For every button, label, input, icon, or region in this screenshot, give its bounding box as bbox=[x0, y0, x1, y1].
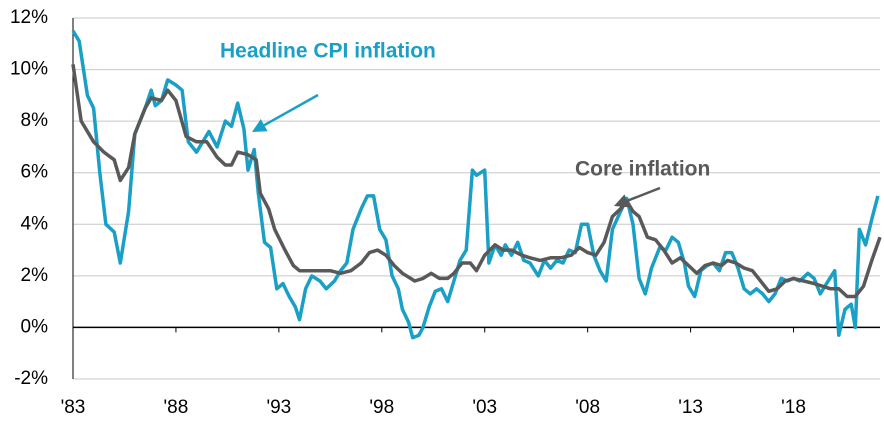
y-tick-label: 2% bbox=[21, 265, 49, 286]
series-line bbox=[71, 29, 880, 340]
y-tick-label: 6% bbox=[21, 162, 49, 183]
x-tick-label: '88 bbox=[164, 397, 189, 418]
y-tick-label: 4% bbox=[21, 213, 49, 234]
x-tick-label: '08 bbox=[575, 397, 600, 418]
y-tick-label: 10% bbox=[10, 59, 48, 80]
series-label: Headline CPI inflation bbox=[220, 40, 436, 63]
x-tick-label: '98 bbox=[369, 397, 394, 418]
arrow-head bbox=[252, 119, 268, 132]
arrow-shaft bbox=[263, 93, 319, 127]
series-label: Core inflation bbox=[575, 158, 710, 181]
series-line bbox=[71, 64, 882, 299]
arrow-shaft bbox=[626, 186, 661, 203]
x-tick-label: '18 bbox=[781, 397, 806, 418]
x-tick-label: '03 bbox=[472, 397, 497, 418]
y-tick-label: -2% bbox=[14, 368, 48, 389]
y-tick-label: 0% bbox=[21, 316, 49, 337]
x-tick-label: '83 bbox=[61, 397, 86, 418]
x-tick-label: '93 bbox=[266, 397, 291, 418]
y-tick-label: 8% bbox=[21, 110, 49, 131]
y-tick-label: 12% bbox=[10, 7, 48, 28]
x-tick-label: '13 bbox=[678, 397, 703, 418]
arrow-head bbox=[614, 194, 630, 208]
